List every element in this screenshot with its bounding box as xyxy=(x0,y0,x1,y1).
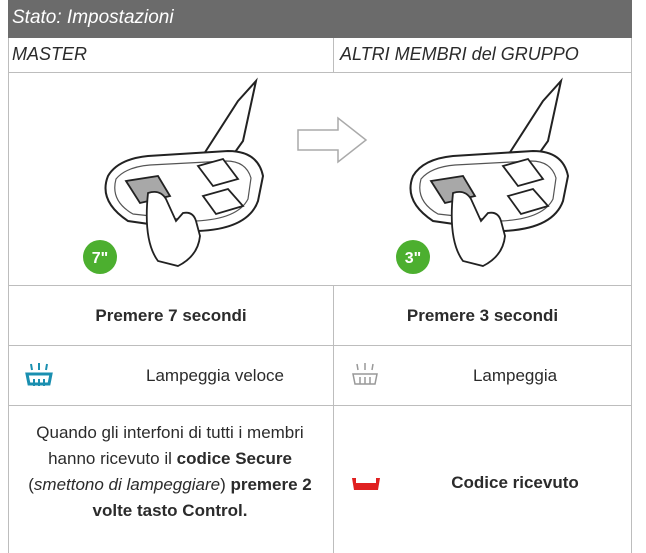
column-header: MASTER xyxy=(12,44,88,64)
column-header: ALTRI MEMBRI del GRUPPO xyxy=(340,44,579,64)
led-icon xyxy=(352,478,380,490)
border xyxy=(8,405,632,406)
illustration: 7" 3" xyxy=(83,80,569,274)
cell: Premere 7 secondi xyxy=(95,305,247,325)
title-bar: Stato: Impostazioni xyxy=(8,0,632,38)
cell: Lampeggia veloce xyxy=(146,365,284,385)
border xyxy=(8,72,632,73)
badge xyxy=(396,240,430,274)
instruction-part: premere 2 volte tasto Control. xyxy=(92,475,312,520)
border xyxy=(8,285,632,286)
instruction-part: ( xyxy=(28,475,34,494)
border xyxy=(333,38,334,73)
badge-text: 7" xyxy=(92,250,108,267)
border xyxy=(8,345,632,346)
badge-text: 3" xyxy=(405,250,421,267)
border xyxy=(8,38,9,553)
title: Stato: Impostazioni xyxy=(12,7,174,28)
instruction: Quando gli interfoni di tutti i membri h… xyxy=(20,420,320,530)
intercom-device xyxy=(409,80,569,267)
instruction-part: Quando gli interfoni di tutti i membri h… xyxy=(36,423,304,468)
cell: Codice ricevuto xyxy=(451,473,579,492)
led-icon xyxy=(25,363,53,386)
intercom-device xyxy=(104,80,264,267)
cell: Lampeggia xyxy=(472,365,558,385)
badge xyxy=(83,240,117,274)
cell: Premere 3 secondi xyxy=(406,305,559,325)
arrow xyxy=(297,116,368,164)
instruction-part: codice Secure xyxy=(176,449,292,468)
instruction-part: ) xyxy=(220,475,231,494)
border xyxy=(631,38,632,553)
instruction-part: smettono di lampeggiare xyxy=(33,475,221,494)
border xyxy=(333,285,334,553)
led-icon xyxy=(352,363,378,385)
